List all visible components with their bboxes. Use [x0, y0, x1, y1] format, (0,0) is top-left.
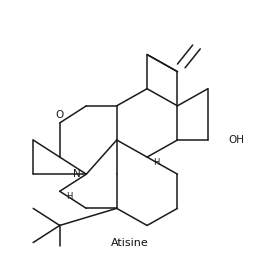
Text: N: N [73, 169, 81, 179]
Text: H: H [153, 158, 160, 167]
Text: H: H [66, 192, 73, 202]
Text: O: O [56, 110, 64, 120]
Text: Atisine: Atisine [111, 238, 149, 248]
Text: OH: OH [229, 135, 245, 145]
